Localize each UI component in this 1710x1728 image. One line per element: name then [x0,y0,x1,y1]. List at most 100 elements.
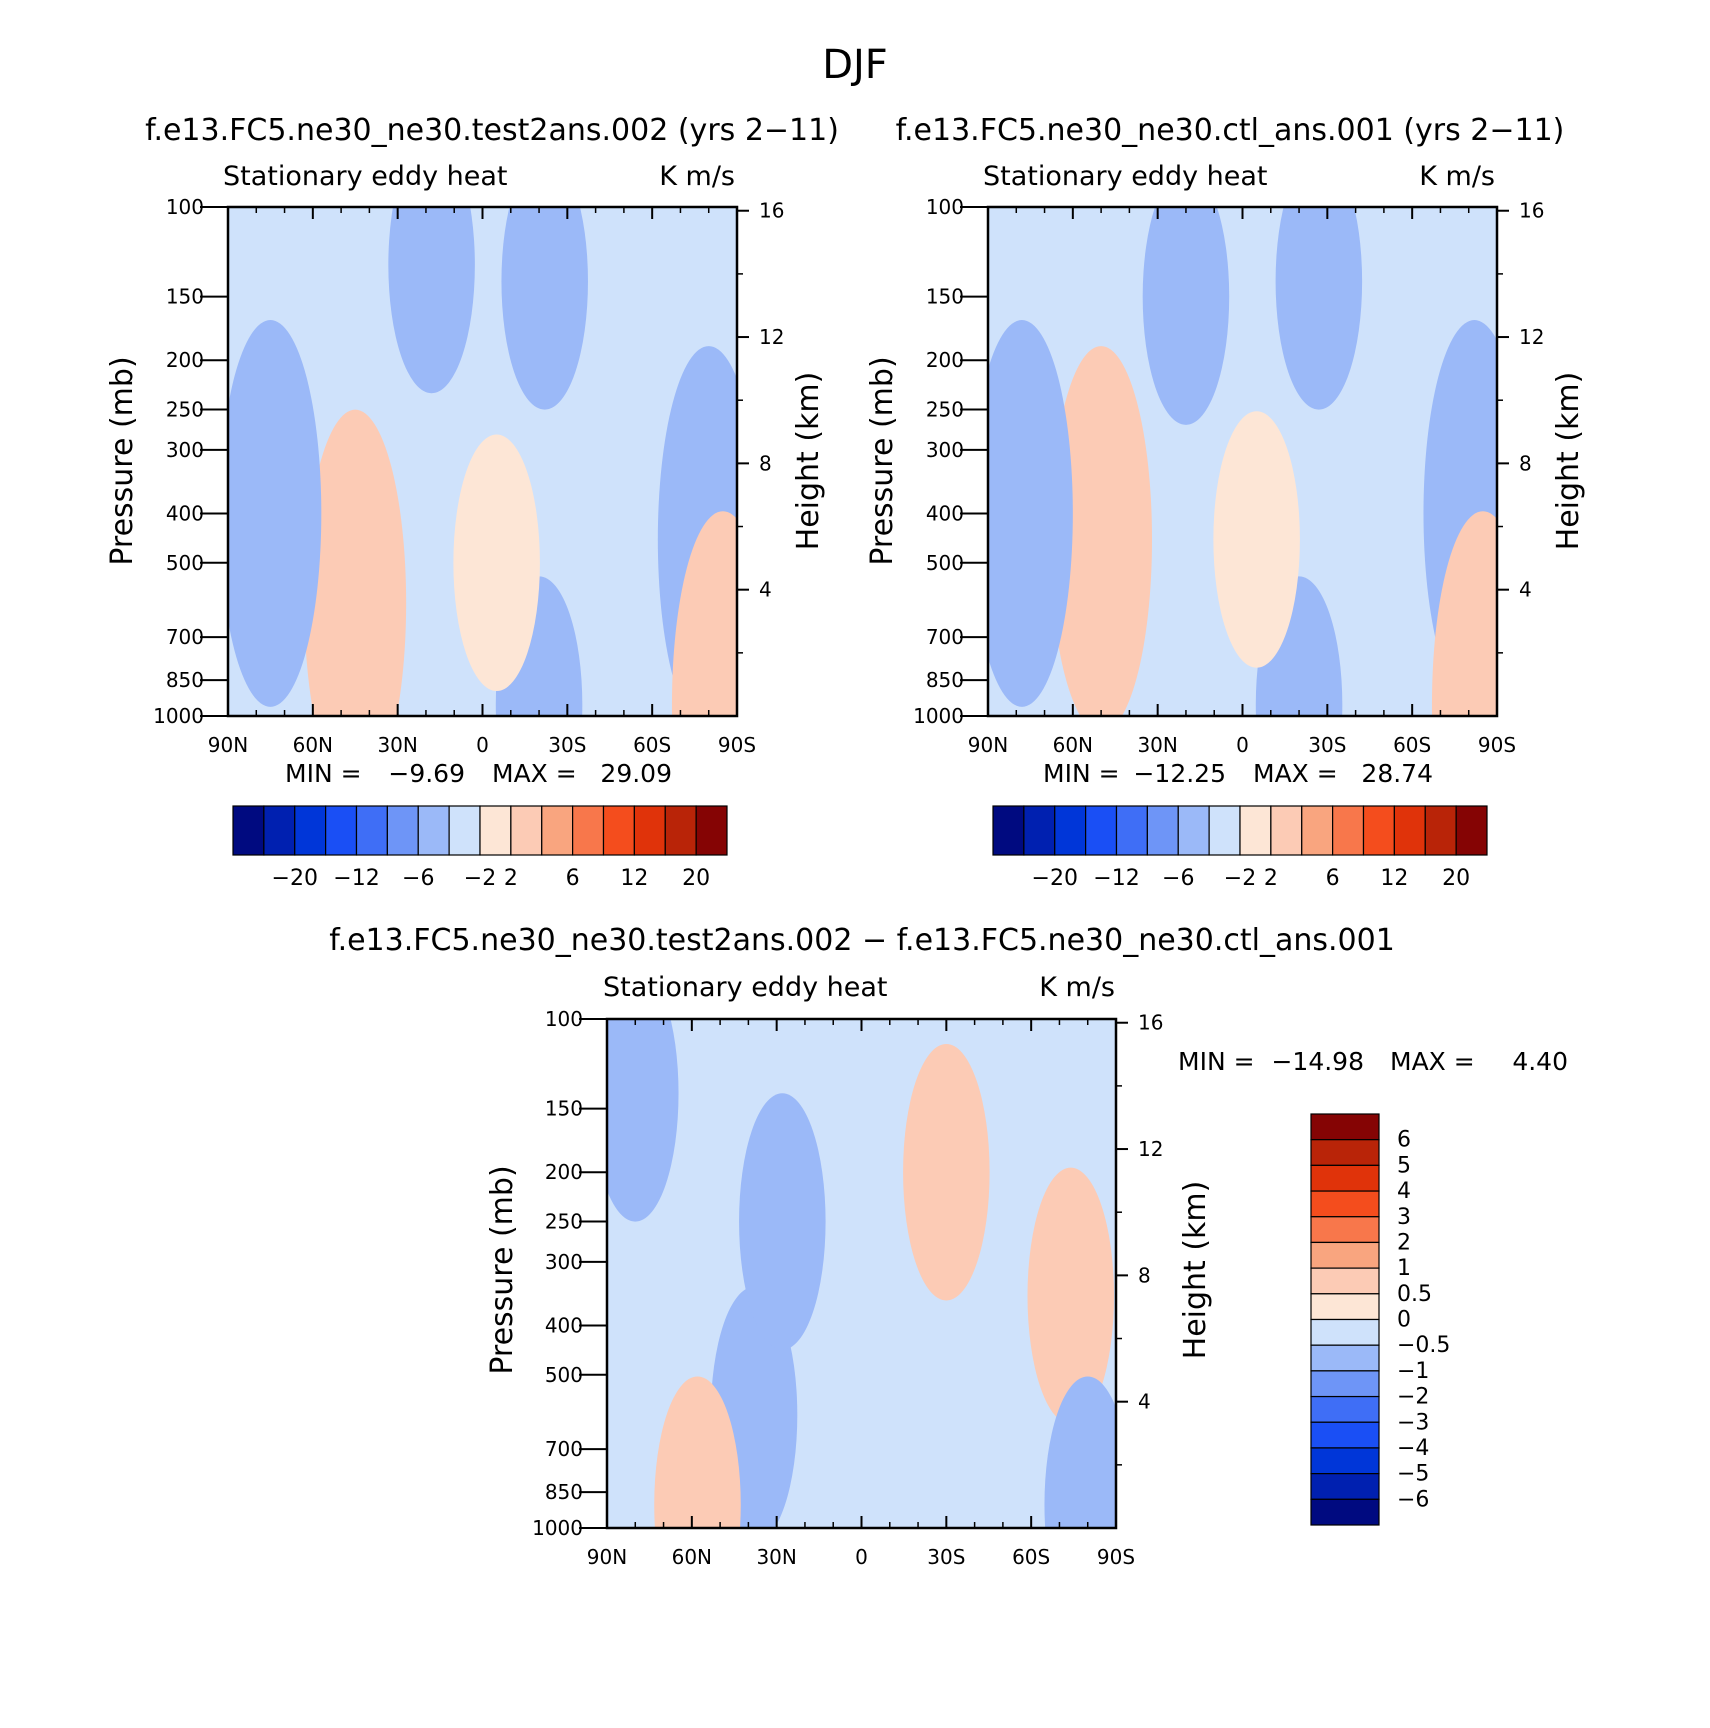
panel-diff-y-tick-label: 850 [545,1480,583,1504]
panel-diff-subtitle-right: K m/s [1039,972,1115,1003]
panel-ctl-colorbar-box [1270,805,1303,856]
panel-test-contour-feature [228,320,322,707]
panel-test-contour-feature [453,434,540,692]
panel-test-x-tick-label: 60N [293,733,333,757]
panel-test-ylabel: Pressure (mb) [105,356,140,565]
panel-test-colorbar-label: 6 [566,866,580,891]
panel-test-colorbar-label: −2 [464,866,496,891]
panel-test-colorbar-box [386,805,419,856]
panel-diff-contour-feature [739,1093,826,1350]
panel-diff-contour-feature [903,1043,990,1301]
panel-test-x-tick-label: 30N [377,733,417,757]
panel-ctl-colorbar-box [1115,805,1148,856]
panel-diff-x-tick-label: 30S [927,1545,965,1569]
panel-test-colorbar-box [417,805,450,856]
panel-diff-y-right-tick-label: 16 [1138,1011,1163,1035]
panel-test-y-tick-label: 850 [166,668,204,692]
panel-test-y-tick-label: 500 [166,551,204,575]
panel-test-contour-feature [501,207,588,410]
panel-ctl-colorbar-label: 12 [1380,866,1408,891]
panel-test-y-tick-label: 200 [166,348,204,372]
panel-diff-colorbar-box [1310,1293,1380,1321]
panel-ctl-y-tick-label: 1000 [913,704,964,728]
panel-ctl-x-tick-label: 30N [1137,733,1177,757]
panel-diff-colorbar-box [1310,1139,1380,1166]
panel-ctl-colorbar-box [1054,805,1087,856]
panel-test-colorbar-box [602,805,635,856]
panel-test-colorbar-label: 2 [504,866,518,891]
panel-test-colorbar-box [572,805,605,856]
panel-test-ylabel-right: Height (km) [791,372,826,551]
panel-diff-colorbar-label: −3 [1397,1410,1429,1435]
panel-ctl-contour-feature [1213,411,1300,668]
panel-ctl-colorbar-box [1455,805,1488,856]
panel-ctl-contour-feature [1275,207,1363,410]
panel-ctl-colorbar-label: −12 [1093,866,1139,891]
panel-diff-ylabel-right: Height (km) [1178,1181,1213,1360]
panel-diff-x-tick-label: 60N [672,1545,712,1569]
panel-test-min-label: MIN = [285,759,362,788]
panel-test-colorbar-box [294,805,327,856]
panel-diff-colorbar-box [1310,1395,1380,1423]
panel-test-colorbar-label: −20 [272,866,318,891]
panel-diff-y-tick-label: 300 [545,1250,583,1274]
panel-test-contour-feature [388,207,475,394]
panel-diff-colorbar-box [1310,1113,1380,1141]
panel-ctl-y-tick-label: 850 [926,668,964,692]
panel-ctl-min-value: −12.25 [1133,759,1226,788]
panel-diff-colorbar-box [1310,1216,1380,1244]
panel-test-y-right-tick-label: 8 [759,451,772,475]
panel-ctl-max-label: MAX = [1253,759,1338,788]
panel-ctl-title: f.e13.FC5.ne30_ne30.ctl_ans.001 (yrs 2−1… [896,113,1565,148]
panel-ctl-ylabel: Pressure (mb) [865,356,900,565]
panel-ctl-x-tick-label: 60N [1053,733,1093,757]
panel-test-colorbar-box [633,805,666,856]
panel-diff-colorbar-label: −4 [1397,1436,1429,1461]
panel-ctl-colorbar-label: 20 [1442,866,1470,891]
panel-diff-colorbar-label: 5 [1397,1153,1411,1178]
panel-test-subtitle-left: Stationary eddy heat [223,161,508,192]
panel-test-subtitle-right: K m/s [659,161,735,192]
panel-ctl-colorbar-box [1362,805,1395,856]
panel-test-x-tick-label: 60S [633,733,671,757]
panel-diff-colorbar-box [1310,1344,1380,1372]
panel-ctl-colorbar-label: 6 [1326,866,1340,891]
panel-ctl-colorbar-box [1393,805,1426,856]
panel-ctl-contour-feature [1142,207,1230,425]
panel-test-x-tick-label: 30S [548,733,586,757]
panel-diff-contour-feature [1044,1376,1116,1528]
panel-ctl-x-tick-label: 0 [1236,733,1249,757]
panel-ctl-y-tick-label: 300 [926,438,964,462]
panel-test-colorbar-box [479,805,512,856]
figure-title: DJF [822,42,888,88]
panel-test-colorbar-box [325,805,358,856]
panel-ctl-colorbar-box [1177,805,1210,856]
panel-test-colorbar-box [232,805,265,856]
panel-diff-colorbar-label: 6 [1397,1128,1411,1153]
panel-test-max-label: MAX = [492,759,577,788]
panel-test-y-tick-label: 300 [166,438,204,462]
panel-diff-x-tick-label: 90S [1097,1545,1135,1569]
panel-test-y-right-tick-label: 16 [759,199,784,223]
panel-ctl-y-tick-label: 400 [926,501,964,525]
panel-test-max-value: 29.09 [600,759,672,788]
panel-diff-y-right-tick-label: 4 [1138,1390,1151,1414]
panel-ctl-x-tick-label: 60S [1393,733,1431,757]
panel-test-y-tick-label: 400 [166,501,204,525]
panel-ctl-colorbar-box [1208,805,1241,856]
panel-test-colorbar-label: 12 [620,866,648,891]
panel-diff-min-label: MIN = [1178,1047,1255,1076]
panel-ctl-colorbar-box [1301,805,1334,856]
panel-ctl-y-right-tick-label: 16 [1519,199,1544,223]
panel-diff-x-tick-label: 90N [587,1545,627,1569]
panel-ctl-colorbar-label: −6 [1162,866,1194,891]
panel-diff-y-right-tick-label: 12 [1138,1137,1163,1161]
panel-ctl-subtitle-right: K m/s [1419,161,1495,192]
panel-test-colorbar-box [510,805,543,856]
panel-diff-contour-feature [607,1019,679,1222]
panel-diff: f.e13.FC5.ne30_ne30.test2ans.002 − f.e13… [329,923,1568,1569]
panel-ctl-y-right-tick-label: 4 [1519,578,1532,602]
panel-diff-colorbar-box [1310,1164,1380,1192]
panel-ctl-y-tick-label: 150 [926,285,964,309]
